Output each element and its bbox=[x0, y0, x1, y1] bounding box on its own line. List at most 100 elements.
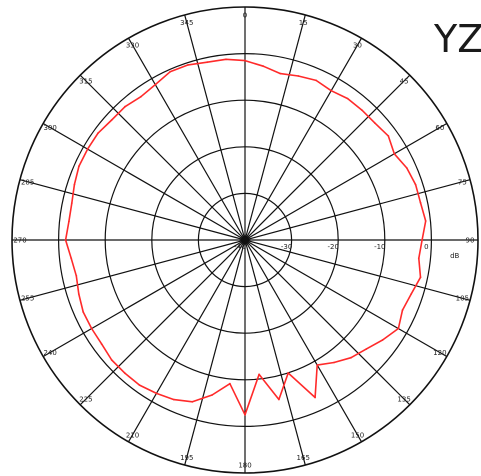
trace-point bbox=[258, 373, 260, 376]
trace-point bbox=[424, 220, 427, 222]
grid-spoke bbox=[244, 74, 411, 241]
trace-point bbox=[244, 59, 246, 62]
trace-point bbox=[287, 372, 290, 374]
radial-tick-label: -10 bbox=[374, 243, 385, 251]
angle-tick-label: 255 bbox=[21, 295, 34, 303]
angle-tick-label: 300 bbox=[43, 124, 56, 132]
trace-point bbox=[86, 148, 89, 151]
trace-point bbox=[90, 327, 93, 330]
trace-point bbox=[419, 201, 422, 204]
trace-point bbox=[77, 293, 80, 295]
trace-point bbox=[421, 239, 423, 241]
trace-point bbox=[70, 257, 73, 260]
angle-tick-label: 315 bbox=[79, 77, 92, 85]
trace-point bbox=[64, 239, 67, 241]
trace-point bbox=[140, 95, 142, 98]
trace-point bbox=[155, 392, 158, 395]
trace-point bbox=[374, 122, 376, 124]
grid-spoke bbox=[244, 122, 448, 241]
angle-tick-label: 180 bbox=[238, 462, 251, 470]
radial-tick-label: -20 bbox=[327, 243, 338, 251]
grid-spoke bbox=[79, 239, 246, 406]
trace-point bbox=[191, 400, 194, 403]
plane-label: YZ bbox=[434, 17, 481, 61]
polar-grid bbox=[11, 6, 479, 474]
trace-point bbox=[110, 359, 113, 361]
trace-layer bbox=[64, 58, 427, 416]
angle-tick-label: 210 bbox=[126, 431, 139, 439]
trace-point bbox=[110, 119, 113, 121]
angle-tick-label: 165 bbox=[297, 454, 310, 462]
trace-point bbox=[361, 109, 363, 111]
trace-point bbox=[419, 276, 422, 279]
trace-point bbox=[75, 274, 78, 277]
grid-spoke bbox=[244, 239, 363, 443]
trace-point bbox=[187, 64, 190, 66]
grid-spoke bbox=[127, 239, 246, 443]
grid-spoke bbox=[244, 179, 471, 241]
radial-tick-label: -30 bbox=[281, 243, 292, 251]
angle-tick-label: 90 bbox=[466, 237, 475, 245]
grid-spoke bbox=[244, 239, 306, 466]
angle-tick-label: 75 bbox=[458, 178, 467, 186]
trace-point bbox=[70, 202, 73, 205]
angle-tick-label: 45 bbox=[400, 77, 409, 85]
angle-tick-label: 195 bbox=[180, 454, 193, 462]
trace-point bbox=[401, 309, 404, 311]
trace-point bbox=[244, 413, 246, 416]
angle-tick-label: 330 bbox=[126, 42, 139, 50]
trace-point bbox=[330, 89, 333, 92]
grid-spoke bbox=[184, 14, 246, 241]
grid-spoke bbox=[244, 239, 411, 406]
angle-tick-label: 135 bbox=[397, 396, 410, 404]
trace-point bbox=[397, 327, 400, 330]
grid-spoke bbox=[244, 37, 363, 241]
center-hub bbox=[241, 236, 249, 244]
grid-spoke bbox=[42, 239, 246, 358]
grid-spoke bbox=[19, 179, 246, 241]
trace-point bbox=[314, 396, 316, 399]
radial-tick-label: -40 bbox=[234, 243, 245, 251]
angle-tick-label: 60 bbox=[435, 124, 444, 132]
angle-tick-label: 120 bbox=[433, 349, 446, 357]
trace-point bbox=[173, 398, 175, 401]
angle-tick-label: 240 bbox=[43, 349, 56, 357]
grid-spoke bbox=[244, 239, 448, 358]
trace-point bbox=[346, 97, 349, 100]
trace-point bbox=[68, 220, 70, 223]
angle-tick-label: 285 bbox=[21, 178, 34, 186]
trace-point bbox=[211, 394, 214, 396]
trace-point bbox=[100, 343, 103, 345]
trace-point bbox=[229, 382, 231, 385]
radial-unit-label: dB bbox=[450, 252, 459, 260]
trace-point bbox=[410, 293, 413, 295]
trace-point bbox=[365, 348, 368, 350]
angle-tick-label: 150 bbox=[351, 431, 364, 439]
angle-tick-label: 0 bbox=[243, 12, 247, 20]
trace-point bbox=[82, 311, 85, 313]
trace-point bbox=[169, 70, 172, 73]
grid-spoke bbox=[127, 37, 246, 241]
angle-tick-label: 15 bbox=[299, 19, 308, 27]
trace-point bbox=[225, 58, 227, 61]
trace-point bbox=[97, 132, 99, 135]
grid-spoke bbox=[244, 14, 306, 241]
trace-point bbox=[279, 72, 282, 75]
trace-point bbox=[333, 361, 335, 364]
trace-point bbox=[78, 165, 80, 168]
angle-tick-label: 105 bbox=[456, 295, 469, 303]
angle-tick-label: 270 bbox=[13, 237, 26, 245]
trace-point bbox=[138, 384, 141, 386]
trace-point bbox=[124, 105, 126, 108]
trace-point bbox=[381, 339, 384, 341]
trace-point bbox=[154, 83, 157, 86]
grid-spoke bbox=[184, 239, 246, 466]
trace-point bbox=[417, 257, 420, 260]
angle-tick-label: 30 bbox=[353, 42, 362, 50]
trace-point bbox=[315, 79, 317, 82]
angle-tick-label: 225 bbox=[79, 396, 92, 404]
grid-spoke bbox=[42, 122, 246, 241]
tick-labels: 0 15 30 45 60 75 90 105 120 135 150 165 180 195 210 225… bbox=[13, 12, 474, 470]
grid-spoke bbox=[19, 239, 246, 301]
